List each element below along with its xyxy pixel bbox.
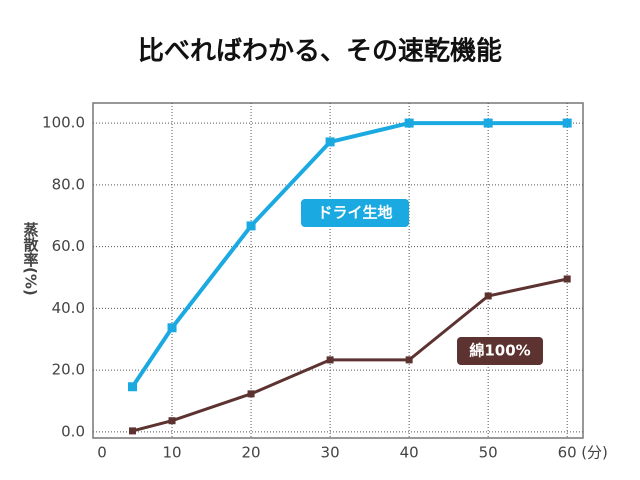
x-tick-label: 10 [162,444,181,462]
series-label-box [301,199,409,227]
data-point [404,118,414,128]
data-point [563,275,571,283]
series-label: ドライ生地 [317,204,392,222]
data-point [168,417,176,425]
data-point [483,118,493,128]
data-point [246,221,256,231]
y-tick-label: 60.0 [52,237,85,255]
data-point [326,356,334,364]
data-point [247,390,255,398]
chart-title: 比べればわかる、その速乾機能 [138,36,502,67]
y-tick-label: 40.0 [52,299,85,317]
x-tick-label: 60 [558,444,577,462]
x-axis-unit: (分) [581,444,608,462]
x-tick-label: 50 [479,444,498,462]
y-tick-label: 20.0 [52,361,85,379]
y-tick-label: 0.0 [61,422,85,440]
x-tick-label: 40 [400,444,419,462]
series-label: 綿100% [469,342,530,360]
y-axis-label: 蒸散率(%) [22,221,40,296]
data-point [128,382,138,392]
data-point [129,427,137,435]
x-tick-label: 0 [97,444,107,462]
data-point [405,356,413,364]
y-tick-label: 100.0 [42,114,85,132]
x-tick-label: 30 [321,444,340,462]
x-tick-label: 20 [242,444,261,462]
data-point [562,118,572,128]
data-point [325,137,335,147]
y-tick-label: 80.0 [52,175,85,193]
data-point [167,323,177,333]
plot-frame [92,102,584,439]
data-point [484,292,492,300]
series-label-box [457,337,543,365]
